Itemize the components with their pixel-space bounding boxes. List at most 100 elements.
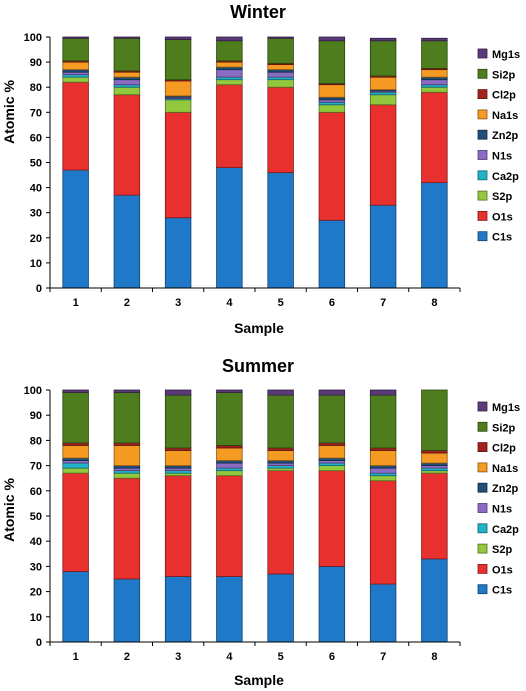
legend-swatch-o1s: [477, 564, 488, 574]
bar-segment-mg1s: [318, 389, 346, 396]
bar-segment-o1s: [267, 86, 294, 173]
bar-segment-na1s: [318, 84, 346, 98]
legend-label-o1s: O1s: [492, 211, 513, 223]
bar-segment-mg1s: [113, 389, 141, 393]
bar-segment-o1s: [62, 472, 89, 572]
bar-segment-mg1s: [62, 36, 89, 39]
legend-label-zn2p: Zn2p: [492, 130, 519, 142]
bar-segment-o1s: [164, 475, 192, 577]
bar-segment-ca2p: [62, 462, 89, 469]
bar-segment-c1s: [62, 571, 89, 643]
bar-segment-c1s: [216, 167, 243, 289]
bar-segment-mg1s: [369, 389, 397, 396]
bar-segment-s2p: [267, 79, 294, 88]
bar-segment-o1s: [216, 475, 243, 577]
legend-label-ca2p: Ca2p: [492, 171, 519, 183]
bar-segment-c1s: [318, 219, 346, 289]
bar-segment-c1s: [164, 217, 192, 289]
bar-segment-mg1s: [216, 36, 243, 42]
legend-label-o1s: O1s: [492, 564, 513, 576]
bar-segment-s2p: [369, 94, 397, 106]
legend-label-ca2p: Ca2p: [492, 524, 519, 536]
bar-segment-s2p: [216, 470, 243, 477]
bar-segment-na1s: [164, 80, 192, 97]
bar-segment-c1s: [421, 182, 448, 289]
bar-segment-si2p: [369, 40, 397, 77]
bar-segment-na1s: [62, 445, 89, 459]
bar-segment-mg1s: [267, 389, 294, 396]
legend-label-mg1s: Mg1s: [492, 402, 520, 414]
bar-segment-c1s: [267, 573, 294, 643]
bar-segment-na1s: [369, 450, 397, 467]
legend-label-na1s: Na1s: [492, 110, 518, 122]
y-tick-label: 30: [30, 208, 42, 220]
bar-segment-na1s: [267, 64, 294, 71]
bar-segment-c1s: [164, 576, 192, 643]
bar-segment-o1s: [62, 81, 89, 171]
legend-swatch-si2p: [477, 68, 488, 79]
bar-segment-s2p: [62, 467, 89, 474]
legend-label-s2p: S2p: [492, 544, 512, 556]
legend-swatch-cl2p: [477, 89, 488, 99]
chart-title: Winter: [230, 2, 286, 22]
bar-segment-na1s: [421, 452, 448, 464]
y-tick-label: 90: [30, 57, 42, 69]
summer-chart: Summer Atomic % Sample 0 10 20 30 40 50 60 70 80…: [1, 356, 520, 688]
bar-segment-o1s: [421, 472, 448, 560]
bar-segment-c1s: [369, 583, 397, 643]
bar-segment-si2p: [113, 392, 141, 444]
bar-segment-mg1s: [369, 37, 397, 42]
y-axis-title: Atomic %: [1, 80, 17, 144]
bar-segment-na1s: [113, 71, 141, 78]
bar-segment-mg1s: [216, 389, 243, 393]
y-tick-label: 0: [36, 283, 42, 295]
bar-segment-na1s: [369, 76, 397, 91]
y-axis-title: Atomic %: [1, 478, 17, 542]
x-tick-label: 6: [329, 297, 335, 309]
bar-segment-mg1s: [164, 389, 192, 396]
bar-segment-c1s: [216, 576, 243, 643]
bar-segment-n1s: [267, 71, 294, 78]
x-tick-label: 5: [278, 297, 284, 309]
bar-segment-o1s: [369, 104, 397, 206]
legend-label-n1s: N1s: [492, 504, 512, 516]
legend-label-zn2p: Zn2p: [492, 483, 519, 495]
legend-label-c1s: C1s: [492, 585, 512, 597]
bar-segment-na1s: [421, 69, 448, 78]
bar-segment-s2p: [318, 465, 346, 472]
legend-swatch-zn2p: [477, 129, 488, 140]
y-tick-label: 100: [24, 32, 42, 44]
legend-label-cl2p: Cl2p: [492, 90, 516, 102]
x-tick-label: 8: [431, 651, 437, 663]
bar-segment-o1s: [318, 111, 346, 221]
bar-segment-c1s: [369, 204, 397, 289]
bar-segment-si2p: [164, 394, 192, 449]
y-tick-label: 60: [30, 486, 42, 498]
x-tick-label: 4: [226, 297, 233, 309]
bar-segment-c1s: [421, 558, 448, 643]
legend-label-si2p: Si2p: [492, 422, 516, 434]
bar-segment-mg1s: [421, 37, 448, 42]
bar-segment-n1s: [369, 467, 397, 474]
y-tick-label: 100: [24, 385, 42, 397]
legend-swatch-mg1s: [477, 401, 488, 412]
bar-segment-c1s: [267, 172, 294, 289]
legend-label-si2p: Si2p: [492, 69, 516, 81]
legend-label-mg1s: Mg1s: [492, 49, 520, 61]
bar-segment-s2p: [113, 86, 141, 96]
bar-segment-s2p: [369, 475, 397, 482]
x-tick-label: 4: [226, 651, 233, 663]
bar-segment-s2p: [421, 86, 448, 93]
bar-segment-o1s: [113, 477, 141, 580]
legend-label-cl2p: Cl2p: [492, 443, 516, 455]
y-tick-label: 50: [30, 158, 42, 170]
x-tick-label: 8: [431, 297, 437, 309]
x-tick-label: 3: [175, 651, 181, 663]
legend-label-s2p: S2p: [492, 191, 512, 203]
bar-segment-mg1s: [164, 36, 192, 40]
bar-segment-na1s: [62, 61, 89, 71]
x-axis-title: Sample: [234, 320, 284, 336]
y-tick-label: 80: [30, 82, 42, 94]
legend-swatch-c1s: [477, 231, 488, 242]
bar-segment-na1s: [267, 450, 294, 461]
